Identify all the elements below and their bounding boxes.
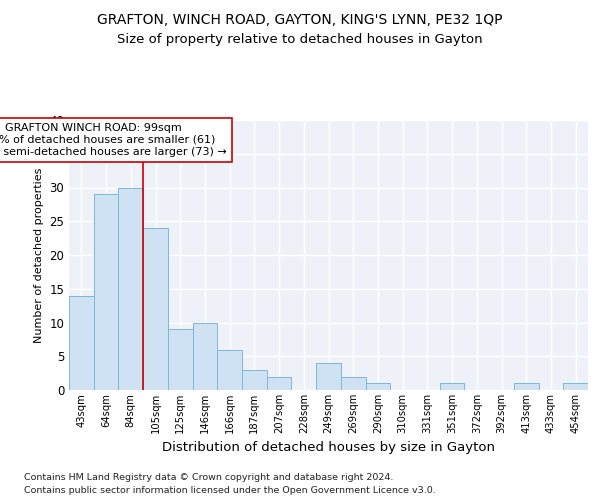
Bar (242, 370, 267, 390)
X-axis label: Distribution of detached houses by size in Gayton: Distribution of detached houses by size … (162, 442, 495, 454)
Text: Contains HM Land Registry data © Crown copyright and database right 2024.: Contains HM Land Registry data © Crown c… (24, 472, 394, 482)
Bar (193, 322, 217, 390)
Text: Contains public sector information licensed under the Open Government Licence v3: Contains public sector information licen… (24, 486, 436, 495)
Bar (341, 376, 365, 390)
Bar (69, 296, 94, 390)
Bar (118, 188, 143, 390)
Bar (316, 363, 341, 390)
Bar (514, 383, 539, 390)
Bar (168, 329, 193, 390)
Bar (440, 383, 464, 390)
Bar (563, 383, 588, 390)
Bar (94, 194, 118, 390)
Bar (217, 350, 242, 390)
Text: GRAFTON, WINCH ROAD, GAYTON, KING'S LYNN, PE32 1QP: GRAFTON, WINCH ROAD, GAYTON, KING'S LYNN… (97, 12, 503, 26)
Y-axis label: Number of detached properties: Number of detached properties (34, 168, 44, 342)
Bar (143, 228, 168, 390)
Bar (365, 383, 390, 390)
Text: Size of property relative to detached houses in Gayton: Size of property relative to detached ho… (117, 32, 483, 46)
Bar (267, 376, 292, 390)
Text: GRAFTON WINCH ROAD: 99sqm
← 45% of detached houses are smaller (61)
53% of semi-: GRAFTON WINCH ROAD: 99sqm ← 45% of detac… (0, 124, 227, 156)
